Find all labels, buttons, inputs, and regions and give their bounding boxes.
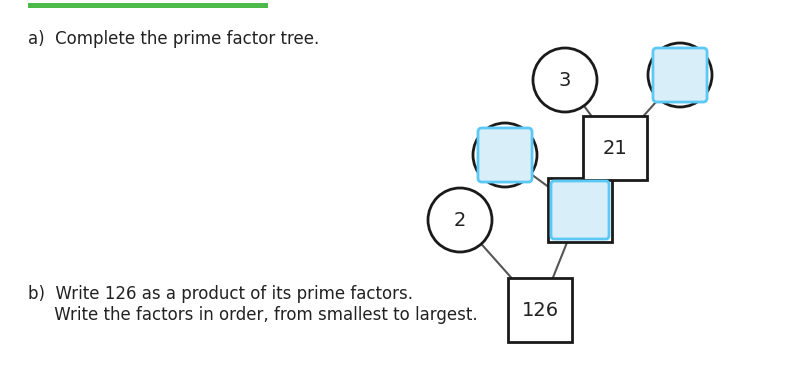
FancyBboxPatch shape [548, 178, 612, 242]
Text: 21: 21 [603, 138, 627, 157]
FancyBboxPatch shape [478, 128, 532, 182]
Text: a)  Complete the prime factor tree.: a) Complete the prime factor tree. [28, 30, 319, 48]
FancyBboxPatch shape [653, 48, 707, 102]
Text: 2: 2 [454, 211, 466, 230]
Circle shape [648, 43, 712, 107]
Circle shape [428, 188, 492, 252]
FancyBboxPatch shape [28, 3, 268, 8]
FancyBboxPatch shape [583, 116, 647, 180]
Text: b)  Write 126 as a product of its prime factors.
     Write the factors in order: b) Write 126 as a product of its prime f… [28, 285, 478, 324]
Circle shape [533, 48, 597, 112]
Circle shape [473, 123, 537, 187]
Text: 3: 3 [559, 71, 571, 90]
Text: 126: 126 [521, 301, 558, 320]
FancyBboxPatch shape [508, 278, 572, 342]
FancyBboxPatch shape [551, 181, 609, 239]
